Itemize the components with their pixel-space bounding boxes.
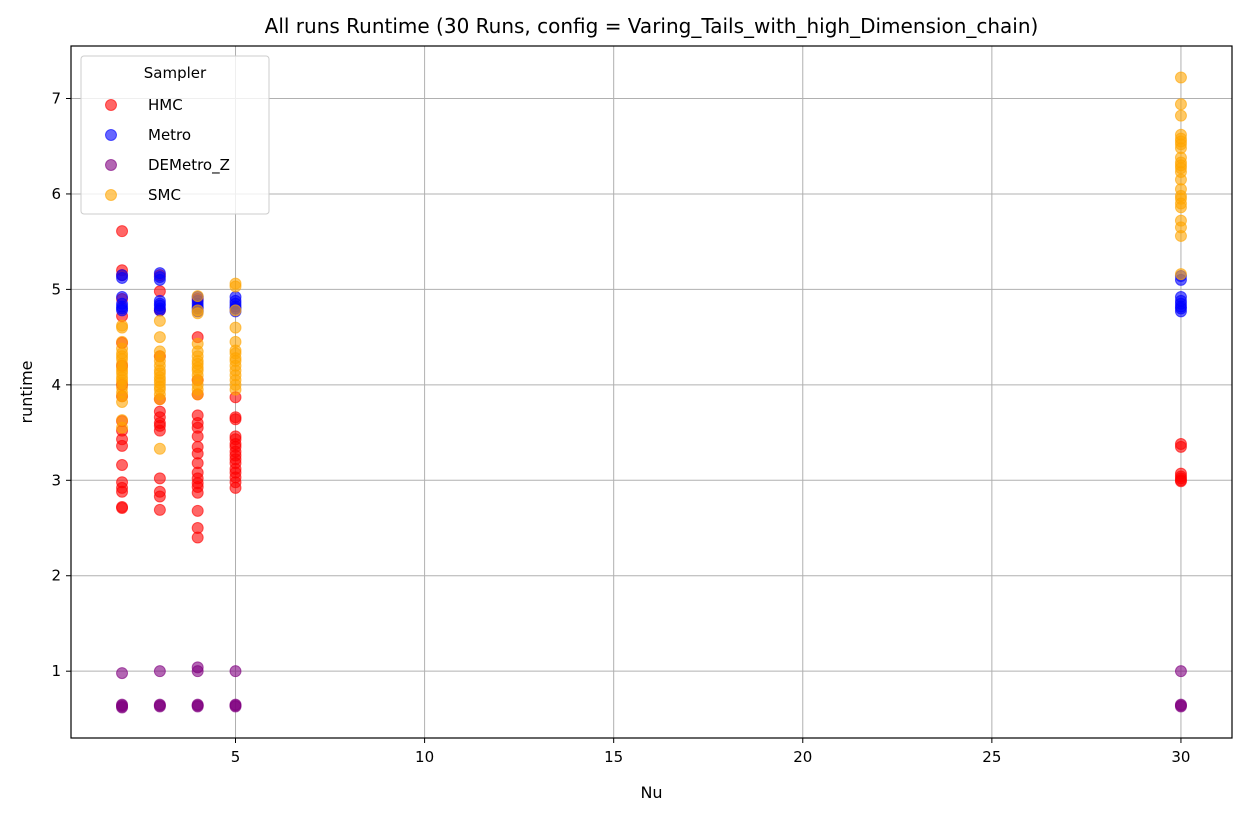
data-point <box>153 393 166 406</box>
data-point <box>1174 440 1187 453</box>
y-tick-label: 7 <box>51 89 61 107</box>
legend-label: SMC <box>148 186 181 204</box>
legend-title: Sampler <box>144 64 207 82</box>
data-point <box>229 383 242 396</box>
grid-lines <box>71 46 1232 738</box>
data-point <box>229 413 242 426</box>
x-tick-label: 5 <box>231 748 241 766</box>
data-point <box>116 396 129 409</box>
x-tick-label: 10 <box>415 748 434 766</box>
x-axis-label: Nu <box>640 783 662 802</box>
legend-label: HMC <box>148 96 183 114</box>
x-tick-label: 20 <box>793 748 812 766</box>
data-point <box>116 667 129 680</box>
data-point <box>153 331 166 344</box>
data-point <box>1174 268 1187 281</box>
legend: Sampler HMC Metro DEMetro_Z SMC <box>80 55 270 215</box>
data-point <box>191 430 204 443</box>
data-point <box>191 388 204 401</box>
y-tick-label: 2 <box>51 567 61 585</box>
data-point <box>191 486 204 499</box>
data-point <box>229 280 242 293</box>
data-point <box>116 271 129 284</box>
data-point <box>153 424 166 437</box>
data-points <box>116 71 1187 714</box>
x-tick-label: 30 <box>1171 748 1190 766</box>
data-point <box>153 273 166 286</box>
data-point <box>116 701 129 714</box>
legend-label: DEMetro_Z <box>148 156 230 175</box>
x-tick-label: 15 <box>604 748 623 766</box>
data-point <box>1174 109 1187 122</box>
y-tick-label: 6 <box>51 185 61 203</box>
data-point <box>153 490 166 503</box>
legend-marker <box>105 99 117 111</box>
data-point <box>153 442 166 455</box>
data-point <box>229 481 242 494</box>
y-tick-label: 3 <box>51 471 61 489</box>
data-point <box>1174 665 1187 678</box>
data-point <box>153 304 166 317</box>
data-point <box>153 665 166 678</box>
legend-label: Metro <box>148 126 191 144</box>
plot-frame <box>70 45 1233 739</box>
y-tick-label: 1 <box>51 662 61 680</box>
data-point <box>1174 475 1187 488</box>
series-demetro-z <box>116 661 1187 714</box>
data-point <box>153 503 166 516</box>
y-axis-label: runtime <box>17 360 36 423</box>
data-point <box>116 304 129 317</box>
data-point <box>1174 305 1187 318</box>
y-tick-label: 4 <box>51 376 61 394</box>
data-point <box>116 225 129 238</box>
data-point <box>191 290 204 303</box>
chart-title: All runs Runtime (30 Runs, config = Vari… <box>265 14 1039 38</box>
legend-marker <box>105 129 117 141</box>
data-point <box>229 321 242 334</box>
data-point <box>153 700 166 713</box>
legend-box <box>80 55 270 215</box>
data-point <box>1174 229 1187 242</box>
data-point <box>153 472 166 485</box>
data-point <box>116 421 129 434</box>
data-point <box>229 700 242 713</box>
data-point <box>116 321 129 334</box>
legend-marker <box>105 189 117 201</box>
data-point <box>191 504 204 517</box>
x-tick-label: 25 <box>982 748 1001 766</box>
y-tick-label: 5 <box>51 280 61 298</box>
series-smc <box>116 71 1187 455</box>
data-point <box>191 700 204 713</box>
data-point <box>229 304 242 317</box>
data-point <box>116 439 129 452</box>
data-point <box>191 531 204 544</box>
data-point <box>1174 71 1187 84</box>
data-point <box>116 485 129 498</box>
data-point <box>191 307 204 320</box>
data-point <box>1174 700 1187 713</box>
legend-marker <box>105 159 117 171</box>
data-point <box>153 314 166 327</box>
data-point <box>1174 201 1187 214</box>
data-point <box>191 665 204 678</box>
axis-ticks: 5 10 15 20 25 30 1 2 3 4 5 6 7 <box>51 89 1190 766</box>
data-point <box>116 501 129 514</box>
data-point <box>1174 98 1187 111</box>
data-point <box>116 459 129 472</box>
data-point <box>229 665 242 678</box>
